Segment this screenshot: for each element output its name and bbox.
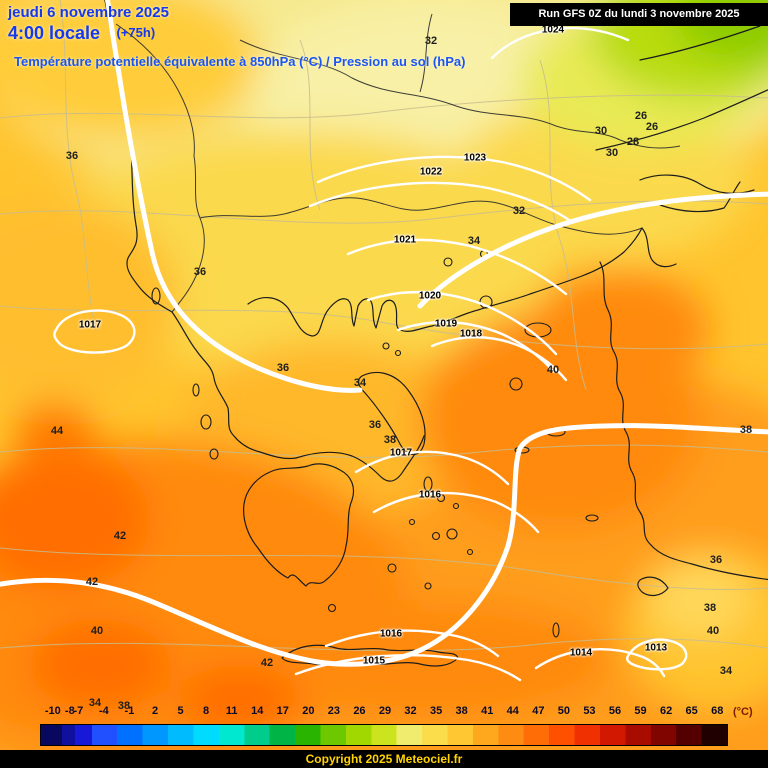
colorbar-tick: 29 — [378, 705, 392, 717]
colorbar-ticks: -10 -8 -7 -4 -1 2 5 8 11 14 17 20 23 26 29 32 35 38 41 44 47… — [40, 705, 730, 720]
colorbar-tick: 35 — [429, 705, 443, 717]
colorbar-tick: 41 — [481, 705, 494, 717]
colorbar-tick: 11 — [225, 705, 238, 717]
colorbar-tick: -4 — [98, 705, 109, 717]
colorbar-tick: 14 — [251, 705, 264, 717]
isobar-thick-south — [0, 423, 768, 667]
colorbar-tick: 50 — [557, 705, 570, 717]
colorbar-tick: 5 — [177, 705, 184, 717]
colorbar-tick: 2 — [151, 705, 159, 717]
colorbar-tick: 23 — [327, 705, 340, 717]
isobar-thick-west — [104, 0, 363, 393]
colorbar-tick: -7 — [73, 705, 84, 717]
run-info-box: Run GFS 0Z du lundi 3 novembre 2025 — [510, 3, 768, 26]
colorbar-unit-label: (°C) — [733, 706, 753, 718]
map-title: Température potentielle équivalente à 85… — [14, 54, 466, 69]
colorbar-tick: 53 — [583, 705, 596, 717]
colorbar-tick: 65 — [685, 705, 698, 717]
colorbar-tick: 20 — [302, 705, 315, 717]
map-header: jeudi 6 novembre 2025 4:00 locale (+75h)… — [8, 4, 465, 69]
colorbar-tick: 59 — [634, 705, 647, 717]
colorbar-tick: 47 — [532, 705, 545, 717]
isobars — [0, 0, 768, 682]
valid-time-row: 4:00 locale (+75h) — [8, 23, 465, 44]
colorbar-tick: 62 — [659, 705, 673, 717]
colorbar-tick: -8 — [64, 705, 75, 717]
gray-contours — [0, 0, 768, 652]
colorbar-tick: 56 — [608, 705, 622, 717]
colorbar-tick: 26 — [353, 705, 366, 717]
copyright-bar: Copyright 2025 Meteociel.fr — [0, 750, 768, 768]
valid-date: jeudi 6 novembre 2025 — [8, 4, 169, 21]
colorbar-tick: 44 — [506, 705, 519, 717]
colorbar-tick: 32 — [404, 705, 417, 717]
colorbar — [40, 724, 728, 746]
colorbar-tick: 17 — [276, 705, 289, 717]
valid-time: 4:00 locale — [8, 23, 101, 43]
copyright-text: Copyright 2025 Meteociel.fr — [305, 752, 463, 766]
map-canvas[interactable] — [0, 0, 768, 750]
colorbar-tick: -10 — [44, 705, 61, 717]
colorbar-tick: -1 — [124, 705, 135, 717]
colorbar-tick: 8 — [203, 705, 210, 717]
colorbar-tick: 68 — [711, 705, 724, 717]
colorbar-tick: 38 — [455, 705, 468, 717]
forecast-offset: (+75h) — [116, 25, 156, 40]
theta-e-color-field — [0, 0, 768, 750]
